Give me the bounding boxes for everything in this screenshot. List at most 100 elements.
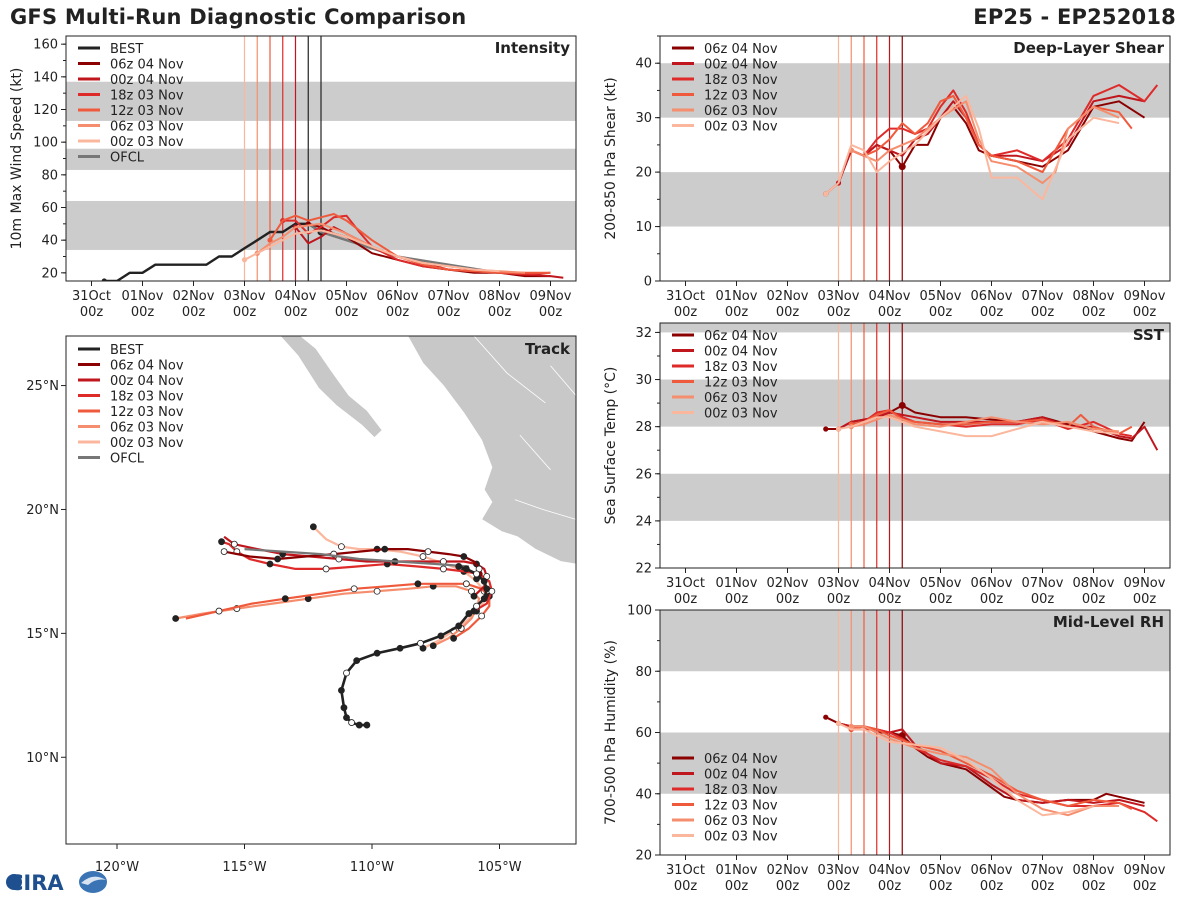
lon-tick-label: 105°W: [477, 860, 521, 875]
y-tick-label: 80: [41, 168, 58, 183]
track-position-marker: [343, 669, 350, 677]
legend-label: BEST: [110, 343, 143, 358]
legend-label: OFCL: [110, 151, 145, 166]
y-tick-label: 40: [635, 57, 652, 72]
series-00z-03-Nov: [825, 94, 1120, 201]
x-tick-label-date: 02Nov: [173, 289, 215, 304]
x-tick-label-date: 05Nov: [326, 289, 368, 304]
lat-tick-label: 10°N: [26, 751, 59, 766]
y-tick-label: 40: [635, 787, 652, 802]
track-position-marker: [343, 714, 350, 722]
x-tick-label-hour: 00z: [827, 592, 851, 607]
x-tick-label-date: 08Nov: [1073, 576, 1115, 591]
x-tick-label-date: 09Nov: [1124, 576, 1166, 591]
track-position-marker: [309, 523, 317, 531]
track-position-marker: [266, 560, 274, 568]
x-tick-label-hour: 00z: [725, 592, 749, 607]
track-position-marker: [218, 538, 225, 546]
shear-frame: [659, 35, 1171, 282]
y-tick-label: 80: [635, 665, 652, 680]
rh-panel: 20 40 60 80 100 700-500 hPa Humidity (%) Mid-L…: [603, 604, 1171, 864]
track-position-marker: [381, 545, 389, 553]
lon-tick-label: 110°W: [350, 860, 394, 875]
legend-label: 00z 04 Nov: [110, 374, 184, 389]
x-tick-label-date: 31Oct: [666, 863, 705, 878]
rh-y-axis-label: 700-500 hPa Humidity (%): [603, 640, 619, 825]
state-border: [514, 499, 576, 520]
series-BEST: [104, 222, 322, 281]
x-tick-label-date: 07Nov: [1022, 576, 1064, 591]
x-tick-label-hour: 00z: [878, 879, 902, 894]
y-tick-label: 60: [635, 726, 652, 741]
x-tick-label-hour: 00z: [776, 879, 800, 894]
track-frame: [65, 335, 577, 845]
legend-label: OFCL: [110, 452, 145, 467]
series-00z-03-Nov: [838, 722, 1094, 817]
x-tick-label-date: 01Nov: [716, 863, 758, 878]
x-tick-label-hour: 00z: [488, 305, 512, 320]
y-tick-label: 120: [33, 103, 58, 118]
x-tick-label-date: 07Nov: [428, 289, 470, 304]
rh-plot-area: [660, 610, 1170, 855]
x-tick-label-hour: 00z: [335, 305, 359, 320]
intensity-y-axis-label: 10m Max Wind Speed (kt): [9, 68, 25, 250]
x-tick-label-hour: 00z: [827, 305, 851, 320]
x-tick-label-hour: 00z: [182, 305, 206, 320]
track-position-marker: [437, 632, 445, 640]
legend-label: 00z 03 Nov: [704, 830, 778, 845]
legend-label: 12z 03 Nov: [110, 405, 184, 420]
track-position-marker: [230, 540, 238, 548]
track-position-marker: [460, 553, 468, 560]
x-tick-label-hour: 00z: [437, 305, 461, 320]
intensity-title: Intensity: [495, 39, 571, 57]
track-06z-03-Nov: [175, 585, 481, 647]
x-tick-label-date: 03Nov: [818, 289, 860, 304]
track-position-marker: [172, 615, 180, 622]
legend-label: 06z 03 Nov: [704, 814, 778, 829]
sst-panel: 22 24 26 28 30 32 Sea Surface Temp (°C) SST 06z …: [603, 322, 1171, 577]
x-tick-label-hour: 00z: [674, 879, 698, 894]
series-18z-03-Nov: [850, 84, 1159, 163]
y-tick-label: 30: [635, 373, 652, 388]
legend-label: 00z 04 Nov: [704, 58, 778, 73]
x-tick-label-date: 01Nov: [716, 576, 758, 591]
x-tick-label-date: 08Nov: [1073, 863, 1115, 878]
track-position-marker: [348, 719, 356, 726]
data-point: [241, 257, 248, 263]
x-tick-label-date: 01Nov: [716, 289, 758, 304]
data-point: [101, 278, 107, 281]
track-position-marker: [470, 592, 478, 600]
y-tick-label: 26: [635, 467, 652, 482]
track-position-marker: [419, 553, 427, 560]
track-position-marker: [473, 602, 480, 610]
y-tick-label: 32: [635, 326, 652, 341]
x-tick-label-date: 05Nov: [920, 863, 962, 878]
x-tick-label-hour: 00z: [1031, 879, 1055, 894]
track-position-marker: [450, 634, 458, 642]
x-tick-label-date: 06Nov: [971, 576, 1013, 591]
track-position-marker: [355, 721, 363, 729]
x-tick-label-date: 05Nov: [920, 289, 962, 304]
data-point: [835, 426, 842, 432]
lat-tick-label: 20°N: [26, 503, 59, 518]
x-tick-label-hour: 00z: [80, 305, 104, 320]
track-position-marker: [337, 686, 345, 694]
threshold-band: [660, 172, 1170, 227]
rh-title: Mid-Level RH: [1053, 613, 1164, 631]
x-tick-label-date: 08Nov: [1073, 289, 1115, 304]
x-tick-label-date: 02Nov: [767, 863, 809, 878]
track-position-marker: [462, 565, 470, 573]
x-tick-label-hour: 00z: [1133, 592, 1157, 607]
track-title: Track: [525, 340, 571, 358]
series-06z-03-Nov: [850, 100, 1120, 184]
x-tick-label-date: 02Nov: [767, 576, 809, 591]
x-tick-label-date: 09Nov: [1124, 289, 1166, 304]
series-00z-03-Nov: [244, 229, 500, 273]
track-position-marker: [462, 580, 470, 588]
x-tick-label-hour: 00z: [386, 305, 410, 320]
legend-label: 18z 03 Nov: [110, 390, 184, 405]
